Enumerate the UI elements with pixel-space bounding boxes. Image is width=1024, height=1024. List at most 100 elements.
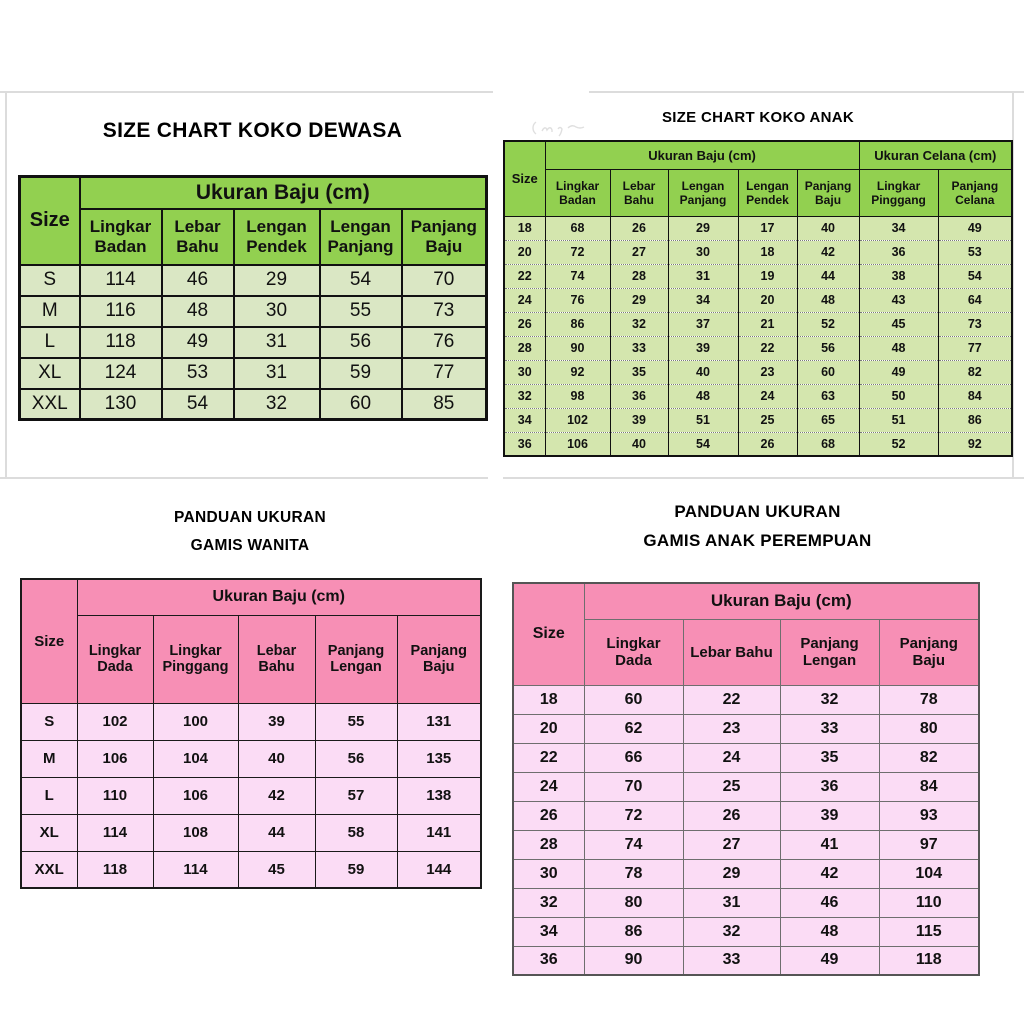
value-cell: 51: [858, 407, 939, 433]
value-cell: 100: [152, 702, 239, 741]
value-cell: 86: [937, 407, 1013, 433]
table-row: XXL 118 114 45 59 144: [20, 850, 482, 889]
column-header: Lebar Bahu: [160, 207, 235, 266]
size-cell: 28: [503, 335, 546, 361]
value-cell: 80: [583, 887, 684, 918]
table-row: 24 76 29 34 20 48 43 64: [503, 287, 1013, 313]
value-cell: 25: [737, 407, 798, 433]
value-cell: 19: [737, 263, 798, 289]
value-cell: 72: [544, 239, 611, 265]
size-table-gamis-wanita: Size Ukuran Baju (cm) Lingkar Dada Lingkar …: [20, 578, 482, 889]
column-header: Lebar Bahu: [237, 614, 316, 704]
table-row: 28 74 27 41 97: [512, 829, 980, 860]
column-header: Panjang Baju: [878, 618, 980, 686]
column-header: Panjang Lengan: [314, 614, 398, 704]
value-cell: 24: [682, 742, 781, 773]
table-row: 22 74 28 31 19 44 38 54: [503, 263, 1013, 289]
table-row: XXL 130 54 32 60 85: [18, 387, 488, 421]
table-row: 22 66 24 35 82: [512, 742, 980, 773]
size-cell: XXL: [20, 850, 78, 889]
value-cell: 32: [609, 311, 669, 337]
value-cell: 56: [796, 335, 860, 361]
watermark-scribble: [532, 121, 585, 137]
value-cell: 85: [400, 387, 488, 421]
value-cell: 84: [878, 771, 980, 802]
value-cell: 48: [160, 294, 235, 328]
value-cell: 22: [682, 684, 781, 715]
panel-divider-top-right: [589, 91, 1024, 93]
value-cell: 108: [152, 813, 239, 852]
value-cell: 37: [667, 311, 739, 337]
value-cell: 114: [78, 263, 163, 297]
value-cell: 42: [779, 858, 880, 889]
column-header-row: Lingkar Dada Lebar Bahu Panjang Lengan Panj…: [513, 618, 980, 686]
size-cell: 20: [503, 239, 546, 265]
size-cell: 34: [512, 916, 585, 947]
value-cell: 40: [237, 739, 316, 778]
value-cell: 82: [937, 359, 1013, 385]
value-cell: 48: [667, 383, 739, 409]
panel-divider-mid-left: [0, 477, 488, 479]
value-cell: 76: [400, 325, 488, 359]
value-cell: 28: [609, 263, 669, 289]
panel-divider-top-left: [0, 91, 493, 93]
value-cell: 39: [237, 702, 316, 741]
value-cell: 40: [796, 215, 860, 241]
value-cell: 66: [583, 742, 684, 773]
table-row: 28 90 33 39 22 56 48 77: [503, 335, 1013, 361]
value-cell: 40: [667, 359, 739, 385]
value-cell: 76: [544, 287, 611, 313]
size-cell: S: [18, 263, 81, 297]
size-cell: M: [18, 294, 81, 328]
header-group-row: Size Ukuran Baju (cm) Ukuran Celana (cm): [503, 140, 1013, 217]
value-cell: 58: [314, 813, 398, 852]
value-cell: 60: [318, 387, 403, 421]
value-cell: 77: [400, 356, 488, 390]
value-cell: 68: [796, 431, 860, 457]
table-row: 34 86 32 48 115: [512, 916, 980, 947]
table-row: 18 60 22 32 78: [512, 684, 980, 715]
table-row: 32 98 36 48 24 63 50 84: [503, 383, 1013, 409]
value-cell: 34: [667, 287, 739, 313]
column-header: Lengan Panjang: [318, 207, 403, 266]
value-cell: 49: [937, 215, 1013, 241]
value-cell: 42: [237, 776, 316, 815]
column-group-header: Ukuran Baju (cm): [583, 582, 980, 620]
value-cell: 54: [160, 387, 235, 421]
column-header: Panjang Celana: [937, 168, 1013, 217]
value-cell: 115: [878, 916, 980, 947]
value-cell: 70: [400, 263, 488, 297]
value-cell: 74: [544, 263, 611, 289]
value-cell: 22: [737, 335, 798, 361]
value-cell: 24: [737, 383, 798, 409]
value-cell: 41: [779, 829, 880, 860]
value-cell: 33: [609, 335, 669, 361]
value-cell: 45: [237, 850, 316, 889]
value-cell: 57: [314, 776, 398, 815]
column-header: Lingkar Badan: [78, 207, 163, 266]
value-cell: 36: [779, 771, 880, 802]
chart-title-line: GAMIS ANAK PEREMPUAN: [643, 531, 872, 550]
value-cell: 49: [779, 945, 880, 976]
value-cell: 144: [396, 850, 482, 889]
value-cell: 21: [737, 311, 798, 337]
value-cell: 30: [232, 294, 321, 328]
value-cell: 31: [682, 887, 781, 918]
value-cell: 29: [667, 215, 739, 241]
size-cell: 20: [512, 713, 585, 744]
chart-title-gamis-anak-perempuan: PANDUAN UKURAN GAMIS ANAK PEREMPUAN: [505, 497, 1010, 555]
value-cell: 63: [796, 383, 860, 409]
value-cell: 65: [796, 407, 860, 433]
column-header-row: Lingkar Badan Lebar Bahu Lengan Panjang Len…: [504, 168, 1013, 217]
value-cell: 102: [76, 702, 154, 741]
value-cell: 46: [779, 887, 880, 918]
size-cell: 22: [503, 263, 546, 289]
value-cell: 26: [609, 215, 669, 241]
value-cell: 52: [796, 311, 860, 337]
table-row: XL 124 53 31 59 77: [18, 356, 488, 390]
value-cell: 44: [237, 813, 316, 852]
value-cell: 54: [318, 263, 403, 297]
size-cell: 32: [512, 887, 585, 918]
value-cell: 29: [682, 858, 781, 889]
value-cell: 118: [76, 850, 154, 889]
